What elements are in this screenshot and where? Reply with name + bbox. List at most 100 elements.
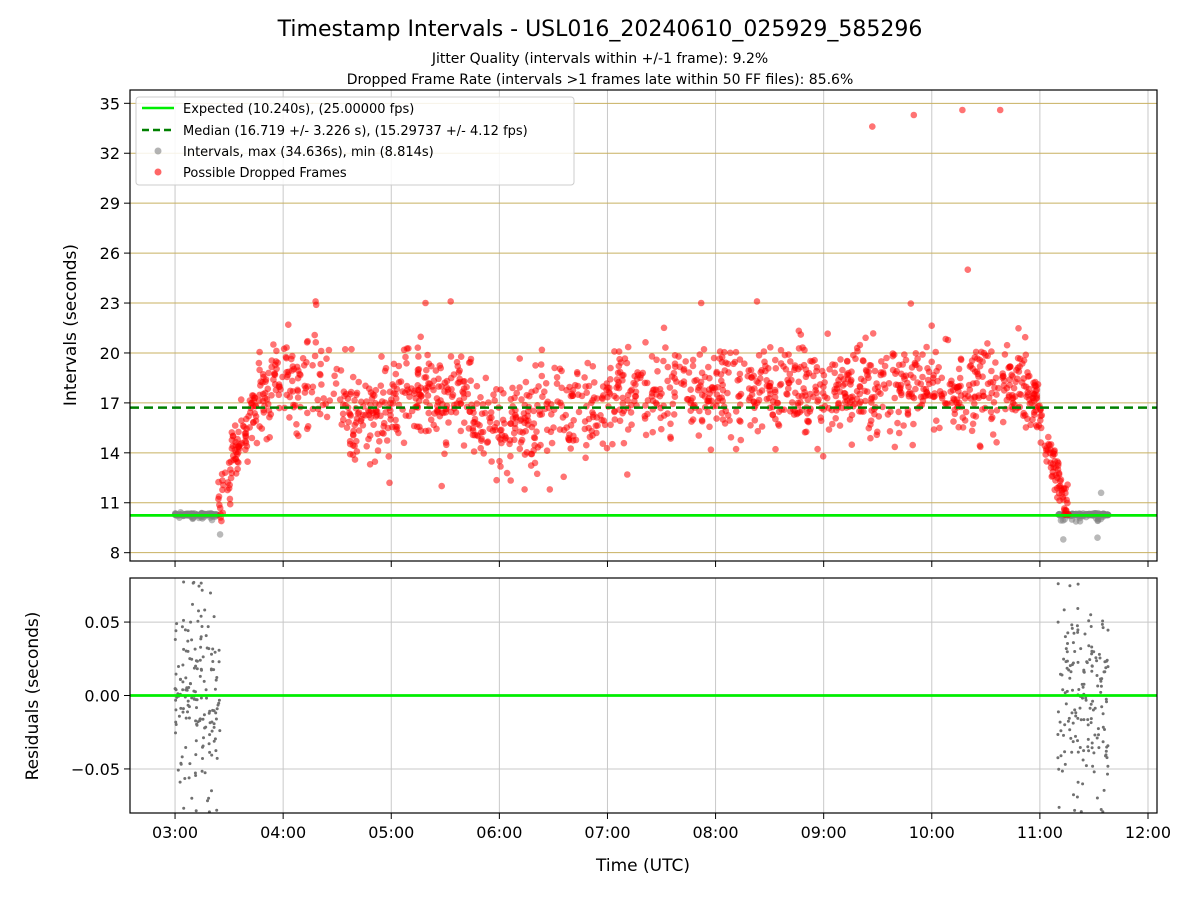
top-y-tick-label: 17: [100, 394, 120, 413]
dropped-point: [415, 353, 422, 360]
dropped-point: [777, 346, 785, 354]
dropped-point: [389, 400, 397, 407]
dropped-point: [297, 371, 304, 379]
dropped-point: [619, 394, 626, 402]
residual-point: [1071, 661, 1075, 665]
dropped-point: [786, 370, 794, 378]
residual-point: [1106, 772, 1109, 776]
dropped-point: [378, 353, 385, 360]
dropped-point: [726, 417, 733, 424]
dropped-point: [400, 439, 408, 447]
dropped-point: [624, 343, 632, 351]
dropped-point: [371, 458, 379, 466]
dropped-point: [457, 353, 465, 361]
x-tick-label: 05:00: [368, 823, 414, 842]
dropped-point: [825, 426, 833, 433]
dropped-point: [585, 382, 593, 390]
residual-point: [1062, 733, 1065, 737]
dropped-point: [377, 382, 385, 390]
residual-point: [207, 647, 211, 651]
dropped-point: [593, 414, 601, 421]
dropped-point: [459, 388, 466, 396]
residual-point: [1106, 665, 1110, 669]
dropped-point: [477, 444, 485, 452]
dropped-point: [273, 347, 280, 355]
dropped-point: [1010, 384, 1018, 392]
dropped-point: [293, 421, 300, 428]
dropped-point: [513, 389, 520, 397]
residual-point: [206, 799, 209, 803]
residual-point: [1073, 808, 1077, 812]
dropped-point: [441, 450, 448, 458]
residual-point: [181, 707, 185, 711]
residual-point: [179, 706, 183, 710]
residual-point: [1076, 750, 1080, 754]
dropped-point: [1057, 476, 1065, 483]
dropped-point: [339, 410, 347, 418]
dropped-point: [250, 418, 257, 426]
residual-point: [213, 737, 217, 741]
dropped-point: [1022, 424, 1030, 431]
dropped-point: [378, 429, 386, 437]
residual-point: [1066, 642, 1069, 645]
dropped-point: [925, 368, 933, 376]
dropped-point: [316, 410, 324, 418]
outlier-point: [386, 479, 393, 487]
dropped-point: [303, 425, 311, 433]
dropped-point: [338, 421, 346, 428]
dropped-point: [917, 393, 925, 401]
interval-point: [1057, 517, 1065, 524]
legend-median-label: Median (16.719 +/- 3.226 s), (15.29737 +…: [183, 124, 528, 139]
residual-point: [1079, 718, 1083, 722]
dropped-point: [465, 359, 473, 367]
residual-point: [1090, 645, 1094, 649]
dropped-point: [317, 360, 325, 368]
dropped-point: [216, 501, 223, 509]
dropped-point: [516, 428, 524, 436]
dropped-point: [237, 396, 245, 403]
residual-point: [1086, 745, 1090, 749]
top-x-ticks: [174, 561, 1149, 567]
residual-point: [1096, 727, 1100, 731]
residual-point: [1092, 751, 1096, 755]
dropped-point: [899, 361, 906, 368]
residual-point: [1084, 764, 1088, 768]
dropped-point: [485, 399, 492, 406]
residual-point: [1103, 670, 1107, 674]
dropped-point: [689, 362, 697, 370]
outlier-point: [869, 123, 876, 130]
dropped-point: [628, 421, 635, 429]
dropped-point: [856, 408, 863, 415]
dropped-point: [933, 417, 940, 425]
dropped-point: [507, 420, 514, 427]
residual-point: [1076, 660, 1080, 664]
residual-point: [1067, 716, 1071, 720]
dropped-point: [532, 387, 539, 394]
dropped-point: [620, 439, 628, 447]
dropped-point: [866, 361, 873, 369]
residual-point: [193, 647, 197, 651]
dropped-point: [498, 439, 505, 447]
dropped-point: [1020, 357, 1028, 364]
dropped-point: [378, 398, 386, 405]
dropped-point: [253, 439, 261, 447]
dropped-point: [474, 420, 481, 428]
residual-point: [1097, 733, 1100, 737]
dropped-point: [227, 458, 235, 466]
dropped-point: [811, 356, 818, 364]
outlier-point: [546, 486, 554, 493]
residual-point: [1083, 632, 1087, 636]
dropped-point: [403, 360, 410, 367]
residual-point: [1057, 805, 1061, 809]
dropped-point: [992, 359, 999, 366]
residual-point: [174, 731, 177, 735]
dropped-point: [897, 381, 905, 389]
residual-point: [1090, 652, 1094, 656]
bottom-y-tick-label: 0.00: [84, 687, 120, 706]
residual-point: [1101, 740, 1105, 744]
dropped-point: [542, 380, 550, 387]
dropped-point: [548, 439, 556, 447]
residual-point: [1093, 733, 1097, 737]
residual-point: [201, 744, 205, 748]
